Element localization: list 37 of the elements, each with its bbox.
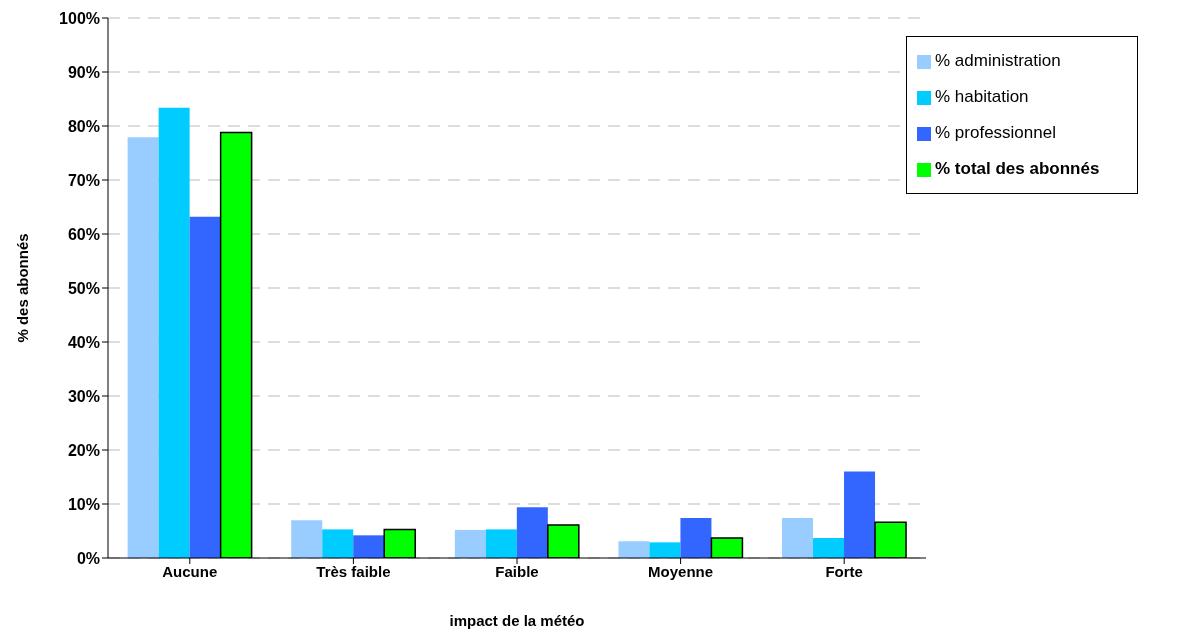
bar xyxy=(291,520,323,558)
bar xyxy=(680,518,712,558)
bar xyxy=(127,137,159,558)
bar xyxy=(618,541,650,558)
legend-label: % administration xyxy=(935,51,1061,70)
bar xyxy=(782,518,814,558)
x-tick-label: Forte xyxy=(825,562,863,580)
y-tick-label: 40% xyxy=(67,333,100,351)
y-tick-label: 70% xyxy=(67,171,100,189)
y-tick-label: 50% xyxy=(67,279,100,297)
y-tick-label: 90% xyxy=(67,63,100,81)
x-tick-label: Très faible xyxy=(316,562,391,580)
bar xyxy=(454,529,486,558)
x-tick-label: Moyenne xyxy=(648,562,714,580)
y-axis-title: % des abonnés xyxy=(14,233,32,343)
bar xyxy=(353,535,385,558)
bar xyxy=(158,107,190,558)
bar xyxy=(813,538,845,558)
legend-label: % total des abonnés xyxy=(935,159,1100,178)
y-tick-label: 100% xyxy=(59,9,100,27)
y-tick-label: 0% xyxy=(76,549,100,567)
bar xyxy=(516,507,548,558)
y-tick-label: 80% xyxy=(67,117,100,135)
bar xyxy=(649,542,681,558)
x-axis-title: impact de la météo xyxy=(449,612,585,629)
bar xyxy=(189,216,221,558)
y-tick-label: 30% xyxy=(67,387,100,405)
y-tick-label: 10% xyxy=(67,495,100,513)
y-tick-label: 20% xyxy=(67,441,100,459)
y-tick-label: 60% xyxy=(67,225,100,243)
x-tick-label: Faible xyxy=(495,562,539,580)
bar xyxy=(322,529,354,558)
x-tick-label: Aucune xyxy=(162,562,218,580)
legend-label: % professionnel xyxy=(935,123,1056,142)
legend-label: % habitation xyxy=(935,87,1029,106)
bar xyxy=(844,471,876,558)
bar xyxy=(485,529,517,558)
